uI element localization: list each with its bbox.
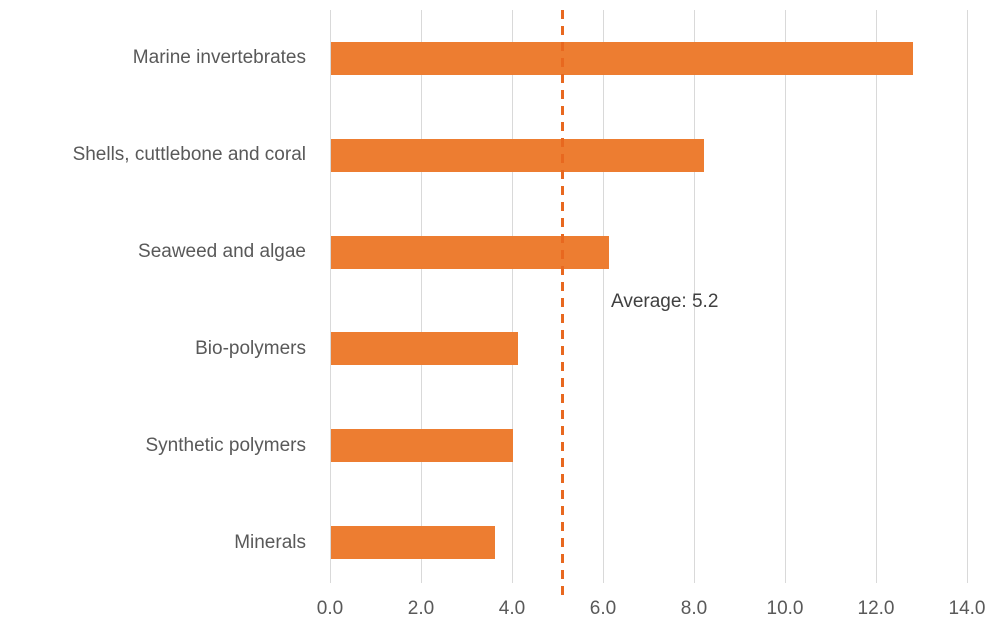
gridline-x-10.0 [785,10,786,583]
gridline-x-4.0 [512,10,513,583]
gridline-x-0.0 [330,10,331,583]
gridline-x-14.0 [967,10,968,583]
average-line [561,10,564,595]
bar-seaweed-and-algae [331,236,609,269]
bar-shells-cuttlebone-and-coral [331,139,704,172]
bar-marine-invertebrates [331,42,913,75]
category-label: Marine invertebrates [132,47,306,68]
x-tick-label: 2.0 [407,598,435,619]
gridline-x-12.0 [876,10,877,583]
category-label: Shells, cuttlebone and coral [72,144,306,165]
x-tick-label: 8.0 [680,598,708,619]
category-label: Bio-polymers [195,338,306,359]
category-label: Synthetic polymers [145,435,306,456]
bar-synthetic-polymers [331,429,513,462]
x-tick-label: 6.0 [589,598,617,619]
x-tick-label: 4.0 [498,598,526,619]
x-tick-label: 0.0 [316,598,344,619]
gridline-x-6.0 [603,10,604,583]
x-tick-label: 12.0 [857,598,895,619]
gridline-x-2.0 [421,10,422,583]
x-tick-label: 10.0 [766,598,804,619]
bar-minerals [331,526,495,559]
bar-bio-polymers [331,332,518,365]
category-label: Seaweed and algae [138,241,306,262]
category-label: Minerals [234,532,306,553]
x-tick-label: 14.0 [948,598,986,619]
average-annotation: Average: 5.2 [611,291,719,312]
gridline-x-8.0 [694,10,695,583]
